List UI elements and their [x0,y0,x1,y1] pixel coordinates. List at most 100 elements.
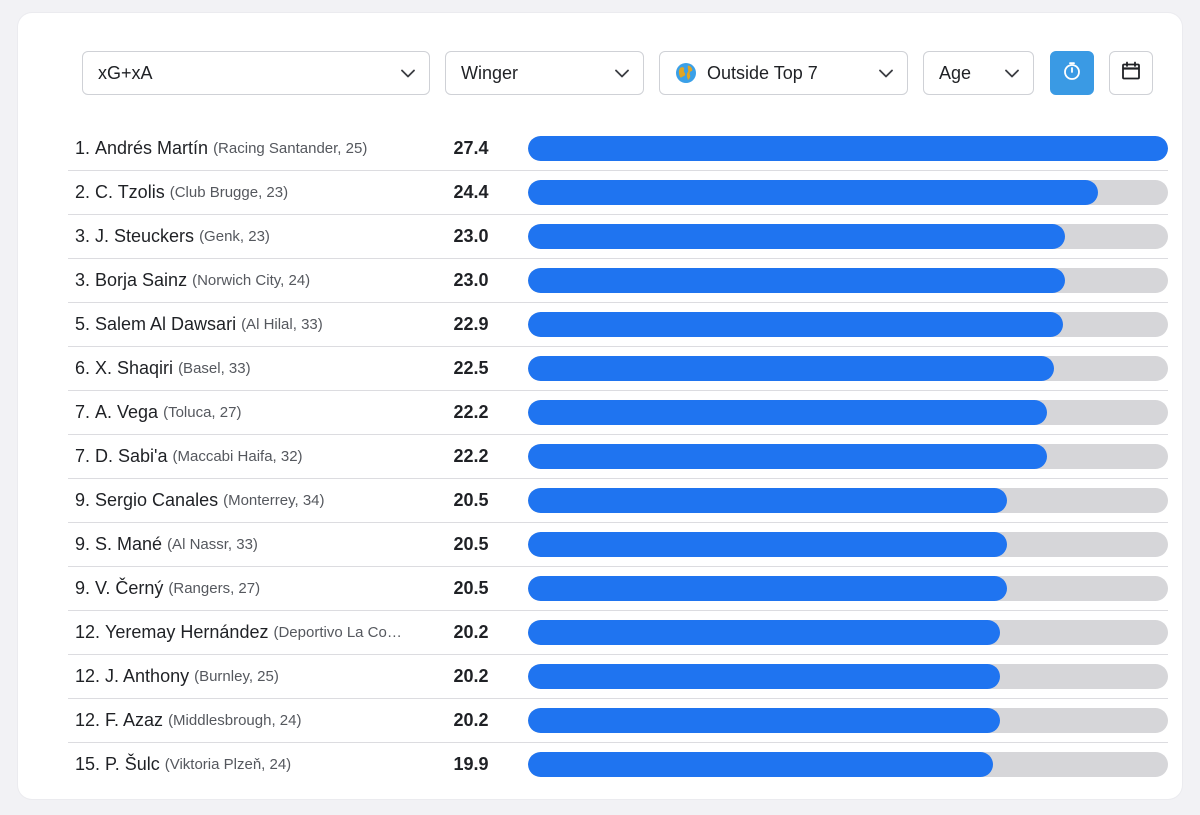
value-bar-fill [528,180,1098,205]
player-club-age: (Al Nassr, 33) [167,536,258,553]
season-calendar-button[interactable] [1109,51,1153,95]
player-rank: 6. [75,358,91,378]
player-value: 27.4 [453,138,489,158]
value-bar-fill [528,312,1063,337]
value-bar-fill [528,752,993,777]
player-name: D. Sabi'a [95,446,168,466]
age-select[interactable]: Age [923,51,1034,95]
value-bar-track [528,532,1168,557]
player-value: 20.5 [453,490,489,510]
player-row[interactable]: 9. V. Černý (Rangers, 27) 20.5 [68,567,1168,611]
player-value: 22.5 [453,358,489,378]
globe-icon [675,62,697,84]
player-name: Andrés Martín [95,138,209,158]
player-club-age: (Rangers, 27) [168,580,261,597]
player-club-age: (Al Hilal, 33) [241,316,323,333]
value-bar-fill [528,400,1047,425]
player-club-age: (Club Brugge, 23) [169,184,289,201]
per90-toggle-button[interactable] [1050,51,1094,95]
player-name: V. Černý [95,578,164,598]
player-rank: 12. [75,710,101,730]
chevron-down-icon [879,66,893,80]
age-select-value: Age [939,62,972,83]
metric-select[interactable]: xG+xA [82,51,430,95]
player-label: 1. Andrés Martín (Racing Santander, 25) [75,127,415,170]
player-row[interactable]: 9. Sergio Canales (Monterrey, 34) 20.5 [68,479,1168,523]
value-bar-fill [528,620,1000,645]
player-value: 20.2 [453,710,489,730]
player-label: 7. A. Vega (Toluca, 27) [75,391,415,434]
player-label: 5. Salem Al Dawsari (Al Hilal, 33) [75,303,415,346]
league-select-value: Outside Top 7 [707,62,818,83]
player-rank: 3. [75,270,91,290]
player-rank: 7. [75,446,91,466]
player-row[interactable]: 15. P. Šulc (Viktoria Plzeň, 24) 19.9 [68,743,1168,786]
player-club-age: (Deportivo La Co… [273,624,402,641]
player-name: C. Tzolis [95,182,165,202]
metric-select-value: xG+xA [98,62,153,83]
player-rank: 3. [75,226,91,246]
player-value: 22.2 [453,402,489,422]
player-name: J. Steuckers [95,226,195,246]
value-bar-track [528,444,1168,469]
player-label: 9. S. Mané (Al Nassr, 33) [75,523,415,566]
value-bar-fill [528,224,1066,249]
value-bar-track [528,180,1168,205]
league-select[interactable]: Outside Top 7 [659,51,908,95]
value-bar-track [528,752,1168,777]
player-label: 3. J. Steuckers (Genk, 23) [75,215,415,258]
player-rank: 9. [75,578,91,598]
player-value: 23.0 [453,270,489,290]
player-club-age: (Basel, 33) [178,360,251,377]
player-value: 24.4 [453,182,489,202]
player-club-age: (Burnley, 25) [194,668,279,685]
player-row[interactable]: 5. Salem Al Dawsari (Al Hilal, 33) 22.9 [68,303,1168,347]
chevron-down-icon [401,66,415,80]
player-value: 19.9 [453,754,489,774]
player-name: J. Anthony [105,666,190,686]
player-label: 12. Yeremay Hernández (Deportivo La Co… [75,611,415,654]
stopwatch-icon [1062,61,1082,86]
player-name: P. Šulc [105,754,160,774]
player-row[interactable]: 6. X. Shaqiri (Basel, 33) 22.5 [68,347,1168,391]
position-select[interactable]: Winger [445,51,644,95]
player-club-age: (Maccabi Haifa, 32) [172,448,303,465]
player-club-age: (Racing Santander, 25) [213,140,368,157]
value-bar-fill [528,444,1047,469]
player-row[interactable]: 7. A. Vega (Toluca, 27) 22.2 [68,391,1168,435]
player-club-age: (Genk, 23) [199,228,270,245]
value-bar-fill [528,488,1007,513]
value-bar-track [528,268,1168,293]
value-bar-track [528,400,1168,425]
player-name: Yeremay Hernández [105,622,269,642]
player-rank: 12. [75,666,101,686]
player-name: Borja Sainz [95,270,188,290]
calendar-icon [1121,61,1141,86]
player-label: 12. J. Anthony (Burnley, 25) [75,655,415,698]
player-row[interactable]: 7. D. Sabi'a (Maccabi Haifa, 32) 22.2 [68,435,1168,479]
value-bar-fill [528,356,1054,381]
player-row[interactable]: 12. Yeremay Hernández (Deportivo La Co… 20.… [68,611,1168,655]
player-row[interactable]: 3. J. Steuckers (Genk, 23) 23.0 [68,215,1168,259]
player-row[interactable]: 1. Andrés Martín (Racing Santander, 25) 27.… [68,127,1168,171]
player-name: F. Azaz [105,710,164,730]
player-row[interactable]: 2. C. Tzolis (Club Brugge, 23) 24.4 [68,171,1168,215]
player-value: 20.5 [453,534,489,554]
player-row[interactable]: 12. F. Azaz (Middlesbrough, 24) 20.2 [68,699,1168,743]
value-bar-track [528,664,1168,689]
player-row[interactable]: 12. J. Anthony (Burnley, 25) 20.2 [68,655,1168,699]
value-bar-track [528,224,1168,249]
value-bar-fill [528,532,1007,557]
leaderboard-card: xG+xA Winger Outside Top 7 [18,13,1182,799]
player-club-age: (Middlesbrough, 24) [168,712,302,729]
player-label: 2. C. Tzolis (Club Brugge, 23) [75,171,415,214]
player-row[interactable]: 9. S. Mané (Al Nassr, 33) 20.5 [68,523,1168,567]
player-label: 7. D. Sabi'a (Maccabi Haifa, 32) [75,435,415,478]
player-rank: 1. [75,138,91,158]
player-name: A. Vega [95,402,159,422]
chevron-down-icon [615,66,629,80]
player-row[interactable]: 3. Borja Sainz (Norwich City, 24) 23.0 [68,259,1168,303]
player-name: S. Mané [95,534,163,554]
player-label: 12. F. Azaz (Middlesbrough, 24) [75,699,415,742]
value-bar-track [528,488,1168,513]
